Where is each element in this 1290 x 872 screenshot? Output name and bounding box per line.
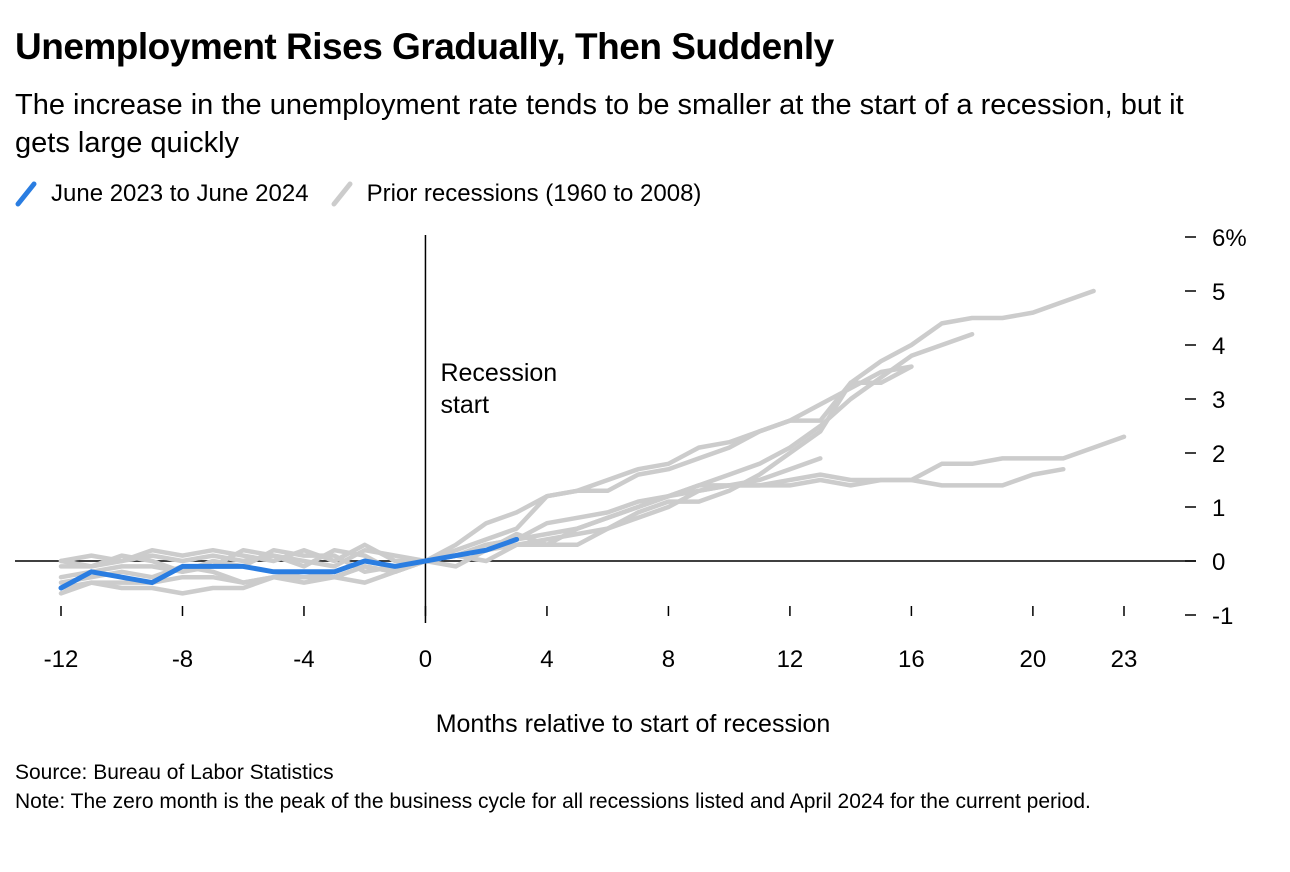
footer: Source: Bureau of Labor Statistics Note:…: [15, 758, 1245, 816]
legend-item-prior: Prior recessions (1960 to 2008): [331, 180, 702, 208]
y-tick-label: 0: [1212, 549, 1225, 576]
series-line-current: [58, 536, 520, 591]
recession-start-annotation: start: [440, 391, 489, 419]
legend-label-prior: Prior recessions (1960 to 2008): [366, 180, 702, 207]
recession-start-annotation: Recession: [440, 359, 557, 387]
x-tick-label: -12: [44, 646, 79, 673]
legend-swatch-current: [15, 181, 37, 207]
series-line-prior-0: [58, 288, 1096, 569]
y-tick-label: 1: [1212, 495, 1225, 522]
x-tick-label: 23: [1111, 646, 1138, 673]
x-tick-label: 20: [1020, 646, 1047, 673]
chart-subtitle: The increase in the unemployment rate te…: [15, 89, 1184, 159]
legend: June 2023 to June 2024 Prior recessions …: [15, 178, 723, 210]
x-tick-label: -8: [172, 646, 193, 673]
source-note: Source: Bureau of Labor Statistics: [15, 761, 334, 784]
x-tick-label: 0: [419, 646, 432, 673]
x-tick-label: 16: [898, 646, 925, 673]
y-tick-label: -1: [1212, 603, 1233, 630]
x-tick-label: 12: [777, 646, 804, 673]
y-tick-label: 4: [1212, 333, 1225, 360]
x-tick-label: 8: [662, 646, 675, 673]
x-tick-label: 4: [540, 646, 553, 673]
y-tick-label: 5: [1212, 279, 1225, 306]
legend-item-current: June 2023 to June 2024: [15, 180, 309, 208]
line-chart: -12 -8 -4 0 4 8 12 16 20 23 6% 5 4 3 2 1 0 -1 Months relat…: [15, 225, 1247, 738]
x-axis-label: Months relative to start of recession: [436, 710, 831, 738]
series-line-prior-2: [58, 364, 914, 564]
chart-title: Unemployment Rises Gradually, Then Sudde…: [15, 26, 834, 67]
y-tick-label: 6%: [1212, 225, 1247, 252]
x-tick-label: -4: [293, 646, 314, 673]
legend-label-current: June 2023 to June 2024: [51, 180, 309, 207]
footnote: Note: The zero month is the peak of the …: [15, 790, 1091, 813]
y-tick-label: 2: [1212, 441, 1225, 468]
legend-swatch-prior: [331, 181, 353, 207]
y-tick-label: 3: [1212, 387, 1225, 414]
